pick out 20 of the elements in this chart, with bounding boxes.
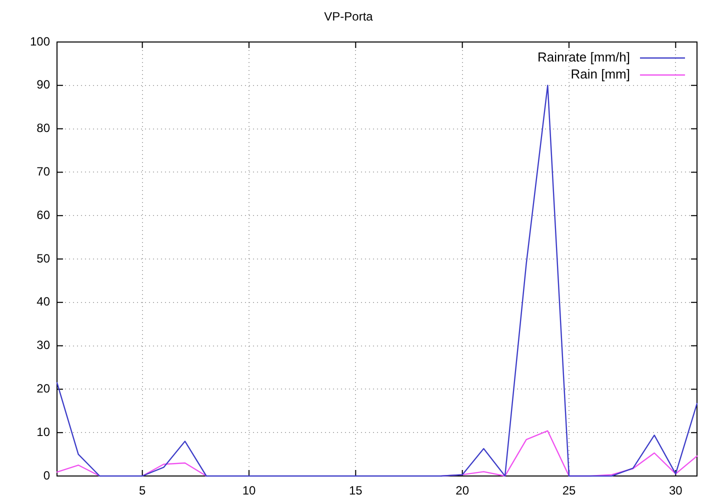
legend-label: Rain [mm] — [570, 66, 630, 82]
y-tick-label: 100 — [30, 34, 50, 48]
x-tick-label: 15 — [348, 484, 363, 498]
x-tick-label: 30 — [668, 484, 683, 498]
y-tick-label: 80 — [36, 121, 50, 136]
y-tick-label: 10 — [36, 424, 50, 439]
y-tick-label: 90 — [36, 78, 50, 92]
x-tick-label: 10 — [242, 484, 256, 498]
x-tick-label: 20 — [456, 484, 470, 498]
y-tick-label: 50 — [36, 251, 50, 266]
y-tick-label: 20 — [36, 382, 50, 396]
legend-label: Rainrate [mm/h] — [538, 50, 630, 65]
y-tick-label: 60 — [36, 208, 50, 222]
y-tick-label: 30 — [36, 338, 50, 352]
x-tick-label: 25 — [562, 484, 576, 498]
y-tick-label: 70 — [36, 164, 50, 179]
y-tick-label: 0 — [43, 468, 50, 482]
chart-title: VP-Porta — [324, 10, 374, 24]
y-tick-label: 40 — [36, 294, 50, 309]
x-tick-label: 5 — [138, 484, 146, 498]
